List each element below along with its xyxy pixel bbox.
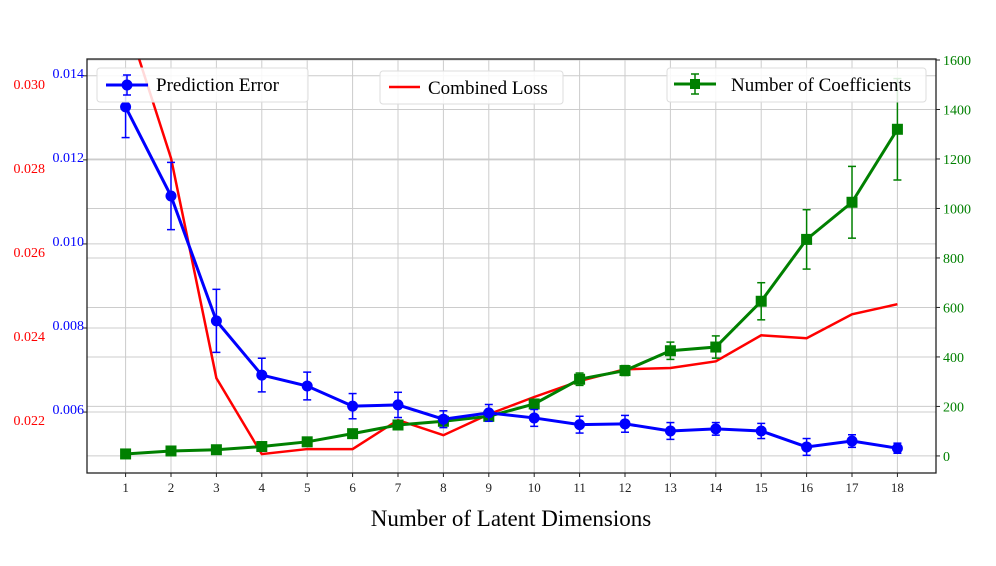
data-point	[664, 345, 676, 357]
x-tick-label: 16	[800, 480, 814, 495]
x-tick-label: 5	[304, 480, 311, 495]
legend-label: Combined Loss	[428, 78, 548, 99]
data-point	[483, 407, 495, 419]
series-number-of-coefficients	[120, 77, 903, 460]
data-point	[574, 419, 586, 431]
x-tick-label: 7	[395, 480, 402, 495]
x-tick-label: 13	[664, 480, 677, 495]
right-y-tick-label: 600	[943, 301, 964, 316]
data-point	[755, 425, 767, 437]
data-point	[755, 295, 767, 307]
data-point	[301, 380, 313, 392]
legend-prediction-error: Prediction Error	[96, 67, 309, 103]
data-point	[574, 373, 586, 385]
left-outer-y-tick-label: 0.030	[14, 78, 46, 93]
x-tick-label: 12	[619, 480, 632, 495]
right-y-tick-label: 0	[943, 450, 950, 465]
data-point	[846, 196, 858, 208]
x-tick-label: 9	[486, 480, 493, 495]
legend-label: Prediction Error	[156, 75, 280, 96]
x-tick-label: 18	[891, 480, 904, 495]
data-point	[710, 423, 722, 435]
right-y-tick-label: 1200	[943, 153, 971, 168]
left-inner-y-tick-label: 0.006	[53, 403, 85, 418]
x-tick-label: 1	[122, 480, 129, 495]
x-tick-label: 6	[349, 480, 356, 495]
right-y-tick-label: 1600	[943, 54, 971, 69]
data-point	[210, 444, 222, 456]
data-point	[437, 413, 449, 425]
data-point	[801, 441, 813, 453]
right-y-tick-label: 1000	[943, 202, 971, 217]
data-point	[891, 123, 903, 135]
legend-label: Number of Coefficients	[731, 75, 911, 96]
data-point	[210, 315, 222, 327]
data-point	[528, 398, 540, 410]
series-line	[125, 128, 899, 456]
series-combined-loss	[137, 59, 898, 456]
series-line	[137, 59, 898, 456]
ticks: 1 2 3 4 5 6 7 8 9 10 11 12 13 14 15 16 17 180200400600800…	[14, 54, 972, 495]
data-point	[120, 448, 132, 460]
plot-frame	[86, 58, 937, 474]
left-outer-y-tick-label: 0.026	[14, 246, 46, 261]
left-outer-y-tick-label: 0.022	[14, 414, 46, 429]
data-point	[710, 341, 722, 353]
data-point	[801, 233, 813, 245]
data-point	[347, 400, 359, 412]
legend-square-icon	[690, 79, 700, 89]
left-inner-y-tick-label: 0.014	[53, 67, 85, 82]
x-axis-label: Number of Latent Dimensions	[371, 506, 651, 531]
x-tick-label: 8	[440, 480, 447, 495]
right-y-tick-label: 1400	[943, 103, 971, 118]
data-point	[846, 435, 858, 447]
legend-circle-icon	[121, 79, 133, 91]
data-point	[891, 442, 903, 454]
data-point	[619, 365, 631, 377]
legend-number-of-coefficients: Number of Coefficients	[666, 67, 927, 103]
right-y-tick-label: 200	[943, 400, 964, 415]
data-point	[256, 441, 268, 453]
data-point	[301, 436, 313, 448]
data-point	[165, 445, 177, 457]
series-line	[124, 106, 898, 450]
left-outer-y-tick-label: 0.024	[14, 330, 46, 345]
data-point	[392, 399, 404, 411]
data-point	[120, 101, 132, 113]
data-point	[528, 412, 540, 424]
left-inner-y-tick-label: 0.012	[53, 151, 85, 166]
data-point	[347, 428, 359, 440]
data-point	[664, 425, 676, 437]
x-tick-label: 10	[528, 480, 541, 495]
x-tick-label: 3	[213, 480, 220, 495]
right-y-tick-label: 400	[943, 351, 964, 366]
legend-combined-loss: Combined Loss	[379, 70, 564, 105]
x-tick-label: 4	[259, 480, 266, 495]
x-tick-label: 2	[168, 480, 175, 495]
x-tick-label: 15	[755, 480, 768, 495]
left-outer-y-tick-label: 0.028	[14, 162, 46, 177]
x-tick-label: 11	[573, 480, 586, 495]
left-inner-y-tick-label: 0.010	[53, 235, 85, 250]
data-point	[392, 419, 404, 431]
right-y-tick-label: 800	[943, 252, 964, 267]
data-point	[165, 190, 177, 202]
x-tick-label: 14	[709, 480, 723, 495]
data-point	[619, 418, 631, 430]
data-point	[256, 369, 268, 381]
x-tick-label: 17	[846, 480, 860, 495]
left-inner-y-tick-label: 0.008	[53, 319, 85, 334]
